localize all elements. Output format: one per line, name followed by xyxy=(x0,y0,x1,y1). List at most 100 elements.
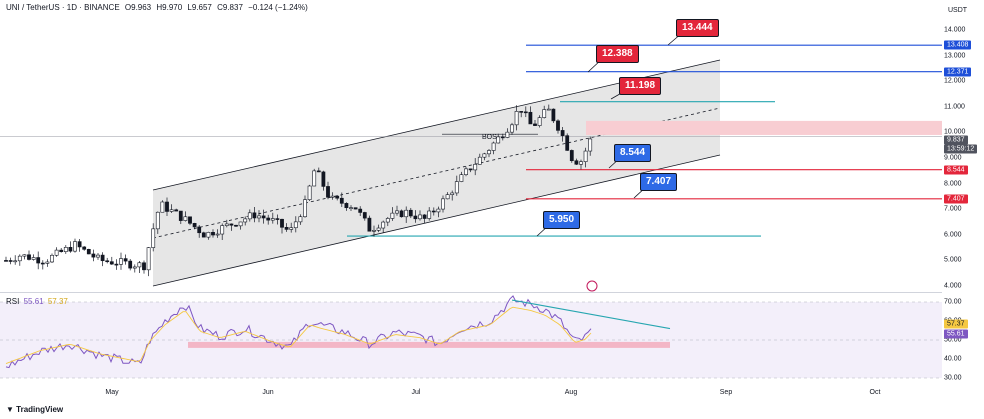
ohlc-low: L9.657 xyxy=(187,3,212,12)
ohlc-open: O9.963 xyxy=(124,3,152,12)
price-callout[interactable]: 12.388 xyxy=(596,45,639,63)
candle-body xyxy=(229,223,234,226)
candle-body xyxy=(298,216,303,223)
candle-body xyxy=(17,255,22,262)
candle-body xyxy=(155,211,160,230)
pane-divider[interactable] xyxy=(0,292,942,293)
candle-body xyxy=(293,221,298,229)
candle-body xyxy=(82,246,87,250)
candle-body xyxy=(13,260,18,263)
candle-body xyxy=(303,199,307,218)
candle-body xyxy=(376,227,381,231)
candle-body xyxy=(569,150,574,162)
time-axis-label: Jun xyxy=(262,389,274,396)
candle-body xyxy=(27,254,31,260)
candle-body xyxy=(137,262,142,268)
candle-body xyxy=(151,228,156,248)
candle-body xyxy=(238,221,243,227)
rsi-label: RSI xyxy=(6,297,20,306)
candle-body xyxy=(160,201,165,213)
candle-body xyxy=(358,208,363,213)
candle-body xyxy=(50,254,54,263)
price-tick: 4.000 xyxy=(944,282,962,290)
candle-body xyxy=(560,130,565,136)
candle-body xyxy=(404,209,409,218)
candle-body xyxy=(192,223,197,228)
price-tick: 7.000 xyxy=(944,205,962,213)
candle-body xyxy=(349,207,353,209)
candle-body xyxy=(583,150,588,162)
ohlc-high: H9.970 xyxy=(156,3,183,12)
order-block-zone xyxy=(586,120,942,135)
candle-body xyxy=(441,198,445,210)
price-callout[interactable]: 8.544 xyxy=(614,144,652,162)
price-axis-badge: 7.407 xyxy=(944,194,968,204)
candle-body xyxy=(468,168,473,171)
rsi-line xyxy=(5,295,592,369)
candle-body xyxy=(4,260,8,262)
price-callout[interactable]: 11.198 xyxy=(619,77,662,95)
tradingview-logo[interactable]: ▼ TradingView xyxy=(6,405,63,414)
tradingview-icon: ▼ xyxy=(6,405,17,414)
candle-body xyxy=(54,249,59,256)
candle-body xyxy=(8,260,13,262)
candle-body xyxy=(533,123,537,126)
candle-body xyxy=(390,212,395,219)
candle-body xyxy=(362,212,367,219)
time-axis-label: Jul xyxy=(411,389,421,396)
candle-body xyxy=(473,163,478,171)
candle-body xyxy=(123,258,128,262)
candle-body xyxy=(197,226,202,234)
price-tick: 10.000 xyxy=(944,128,966,136)
candle-body xyxy=(551,108,556,122)
price-tick: 6.000 xyxy=(944,231,962,239)
rsi-axis-badge: 55.61 xyxy=(944,329,968,339)
price-tick: 13.000 xyxy=(944,52,966,60)
candle-body xyxy=(206,231,211,238)
rsi-ma-line xyxy=(5,306,592,365)
candle-body xyxy=(537,117,542,126)
candle-body xyxy=(257,215,261,219)
candle-body xyxy=(353,207,358,210)
price-callout[interactable]: 7.407 xyxy=(640,173,678,191)
candle-body xyxy=(45,261,50,264)
price-callout[interactable]: 5.950 xyxy=(543,211,581,229)
candle-body xyxy=(73,241,77,252)
candle-body xyxy=(335,195,340,199)
candle-body xyxy=(482,153,487,158)
candle-body xyxy=(477,156,482,165)
candle-body xyxy=(174,209,179,212)
candle-body xyxy=(275,218,280,220)
candle-body xyxy=(178,210,183,221)
rsi-axis-badge: 57.37 xyxy=(944,319,968,329)
symbol-title: UNI / TetherUS · 1D · BINANCE xyxy=(6,3,120,12)
rsi-support-zone xyxy=(188,341,670,348)
candle-body xyxy=(372,229,376,232)
candle-body xyxy=(427,210,432,219)
candle-body xyxy=(316,170,321,173)
rsi-tick: 70.00 xyxy=(944,298,962,306)
candle-body xyxy=(31,257,36,260)
candle-body xyxy=(496,136,501,144)
candle-body xyxy=(128,260,133,269)
bos-label: BOS xyxy=(482,134,497,141)
candle-body xyxy=(68,247,73,252)
candle-body xyxy=(450,192,455,195)
channel-bottom-line xyxy=(152,154,721,287)
price-tick: 14.000 xyxy=(944,26,966,34)
rsi-header: RSI 55.61 57.37 xyxy=(6,297,68,306)
candle-body xyxy=(321,171,326,187)
candle-body xyxy=(528,111,533,125)
candle-body xyxy=(142,262,146,271)
candle-body xyxy=(459,174,464,182)
candle-body xyxy=(523,111,528,114)
price-callout[interactable]: 13.444 xyxy=(676,19,719,37)
time-axis-label: Aug xyxy=(564,389,578,396)
price-tick: 8.000 xyxy=(944,180,962,188)
candle-body xyxy=(109,261,114,265)
candle-body xyxy=(408,209,413,217)
symbol-header: UNI / TetherUS · 1D · BINANCE O9.963 H9.… xyxy=(6,3,308,12)
candle-body xyxy=(339,197,344,204)
price-tick: 5.000 xyxy=(944,256,962,264)
